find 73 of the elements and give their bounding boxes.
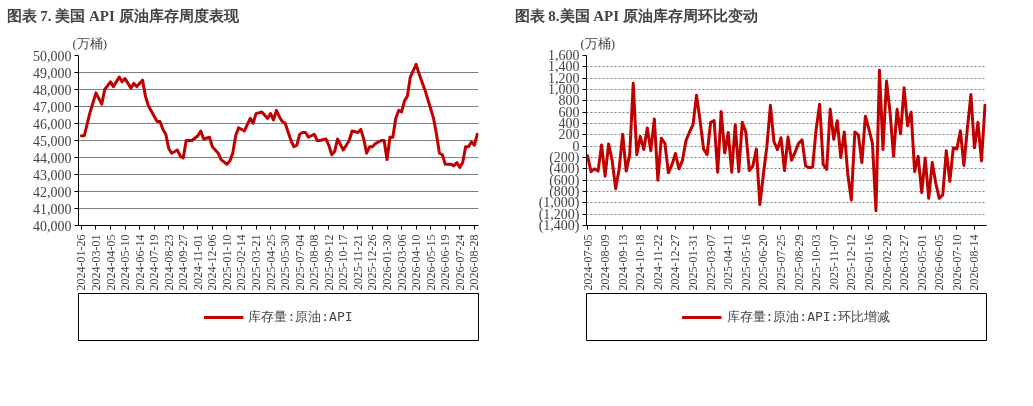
x-tick-label: 2025-11-07 bbox=[826, 234, 841, 291]
x-tick-label: 2025-05-16 bbox=[738, 234, 753, 291]
x-tick-label: 2025-07-04 bbox=[292, 234, 307, 291]
x-tick-label: 2025-09-12 bbox=[321, 234, 336, 291]
y-tick-label: 40,000 bbox=[33, 218, 72, 234]
line-series bbox=[79, 62, 479, 170]
legend-label: 库存量:原油:API:环比增减 bbox=[726, 308, 891, 326]
x-tick-label: 2025-07-25 bbox=[773, 234, 788, 291]
x-tick-label: 2025-08-29 bbox=[791, 234, 806, 291]
chart-title: 图表 8.美国 API 原油库存周环比变动 bbox=[514, 6, 758, 24]
x-tick-label: 2024-10-18 bbox=[633, 234, 648, 291]
y-tick-label: 400 bbox=[558, 116, 580, 131]
x-tick-label: 2025-12-12 bbox=[844, 234, 859, 291]
x-tick-label: 2024-05-10 bbox=[118, 234, 133, 291]
x-tick-label: 2025-03-21 bbox=[249, 234, 264, 291]
x-tick-label: 2026-01-16 bbox=[861, 234, 876, 291]
x-tick-label: 2024-07-19 bbox=[147, 234, 162, 291]
y-tick-label: 44,000 bbox=[33, 150, 72, 166]
y-tick-label: (200) bbox=[549, 150, 580, 166]
legend-label: 库存量:原油:API bbox=[248, 308, 353, 326]
x-tick-label: 2024-08-23 bbox=[161, 234, 176, 291]
x-tick-label: 2026-05-01 bbox=[914, 234, 929, 291]
y-tick-label: 50,000 bbox=[33, 48, 72, 64]
chart-title: 图表 7. 美国 API 原油库存周度表现 bbox=[6, 6, 240, 24]
x-tick-label: 2024-12-06 bbox=[205, 234, 220, 291]
x-tick-label: 2026-07-10 bbox=[949, 234, 964, 291]
x-tick-label: 2025-12-26 bbox=[365, 234, 380, 291]
x-tick-label: 2024-09-13 bbox=[615, 234, 630, 291]
x-tick-label: 2024-11-22 bbox=[650, 234, 665, 291]
y-tick-label: 46,000 bbox=[33, 116, 72, 132]
x-tick-label: 2026-02-20 bbox=[879, 234, 894, 291]
y-tick-label: 49,000 bbox=[33, 65, 72, 81]
x-tick-label: 2026-06-05 bbox=[932, 234, 947, 291]
y-tick-label: 48,000 bbox=[33, 82, 72, 98]
x-tick-label: 2026-03-06 bbox=[394, 234, 409, 291]
x-tick-label: 2026-01-30 bbox=[380, 234, 395, 291]
line-series bbox=[586, 68, 987, 213]
y-tick-label: 47,000 bbox=[33, 99, 72, 115]
x-tick-label: 2026-03-27 bbox=[897, 234, 912, 291]
x-tick-label: 2026-04-10 bbox=[409, 234, 424, 291]
x-tick-label: 2024-07-05 bbox=[580, 234, 595, 291]
x-tick-label: 2025-01-31 bbox=[686, 234, 701, 291]
y-tick-label: 43,000 bbox=[33, 167, 72, 183]
x-tick-label: 2025-05-30 bbox=[278, 234, 293, 291]
x-tick-label: 2025-11-21 bbox=[350, 234, 365, 291]
y-tick-label: 41,000 bbox=[33, 201, 72, 217]
x-tick-label: 2026-08-14 bbox=[967, 234, 982, 291]
x-tick-label: 2026-06-19 bbox=[438, 234, 453, 291]
x-tick-label: 2025-04-11 bbox=[721, 234, 736, 291]
y-axis-title: (万桶) bbox=[580, 35, 616, 51]
x-tick-label: 2024-08-09 bbox=[598, 234, 613, 291]
x-tick-label: 2025-10-03 bbox=[809, 234, 824, 291]
y-tick-label: 42,000 bbox=[33, 184, 72, 200]
x-tick-label: 2024-04-05 bbox=[103, 234, 118, 291]
x-tick-label: 2025-01-10 bbox=[219, 234, 234, 291]
y-tick-label: 45,000 bbox=[33, 133, 72, 149]
x-tick-label: 2025-08-08 bbox=[307, 234, 322, 291]
x-tick-label: 2024-01-26 bbox=[74, 234, 89, 291]
x-tick-label: 2025-02-14 bbox=[234, 234, 249, 291]
x-tick-label: 2026-07-24 bbox=[452, 234, 467, 291]
x-tick-label: 2025-03-07 bbox=[703, 234, 718, 291]
x-tick-label: 2026-05-15 bbox=[423, 234, 438, 291]
x-tick-label: 2024-03-01 bbox=[88, 234, 103, 291]
x-tick-label: 2026-08-28 bbox=[467, 234, 482, 291]
y-tick-label: 1,600 bbox=[548, 48, 580, 63]
x-tick-label: 2024-06-14 bbox=[132, 234, 147, 291]
x-tick-label: 2024-12-27 bbox=[668, 234, 683, 291]
y-axis-title: (万桶) bbox=[72, 35, 108, 51]
x-tick-label: 2025-04-25 bbox=[263, 234, 278, 291]
x-tick-label: 2024-11-01 bbox=[190, 234, 205, 291]
x-tick-label: 2024-09-27 bbox=[176, 234, 191, 291]
x-tick-label: 2025-10-17 bbox=[336, 234, 351, 291]
x-tick-label: 2025-06-20 bbox=[756, 234, 771, 291]
